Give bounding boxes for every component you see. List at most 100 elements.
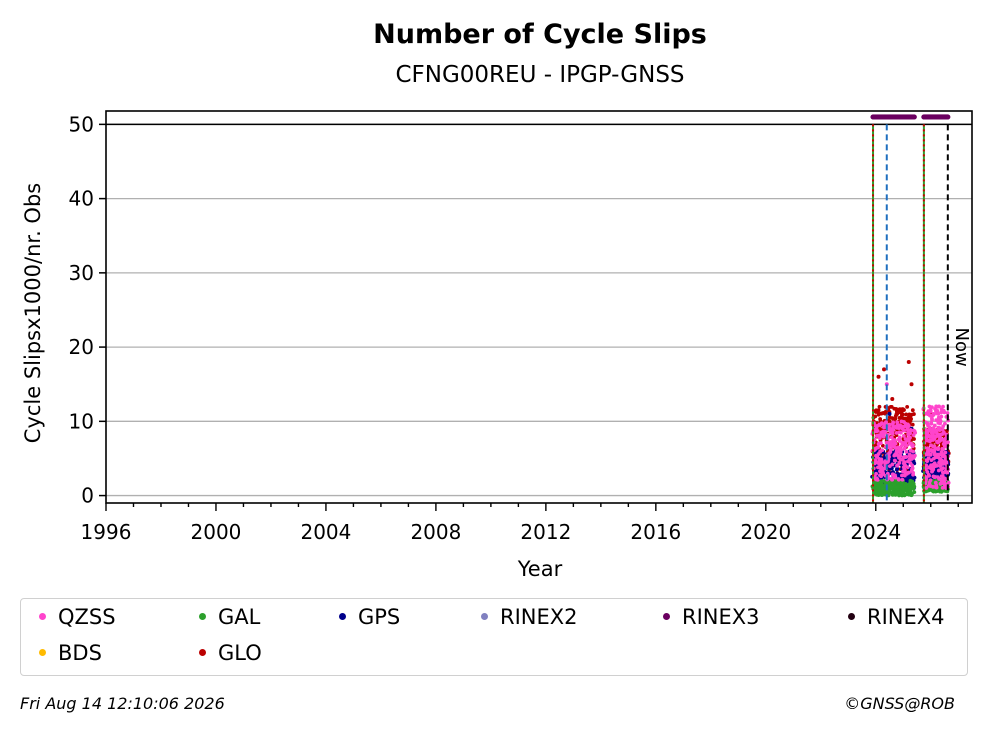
legend-item-rinex2: RINEX2 <box>481 605 578 629</box>
data-point-glo <box>882 367 887 372</box>
legend-marker <box>39 612 46 620</box>
data-point-qzss <box>898 423 902 428</box>
data-point-qzss <box>896 477 901 481</box>
data-point-qzss <box>911 472 915 477</box>
now-label: Now <box>951 327 972 366</box>
data-point-qzss <box>897 460 902 465</box>
data-point-qzss <box>943 450 948 455</box>
data-point-rinex3 <box>945 114 951 120</box>
data-point-qzss <box>934 428 939 433</box>
data-point-qzss <box>932 475 937 480</box>
y-tick-label: 0 <box>81 484 94 508</box>
data-point-qzss <box>932 451 937 456</box>
data-point-glo <box>880 443 885 448</box>
data-point-qzss <box>899 448 904 452</box>
data-point-qzss <box>933 463 938 468</box>
data-point-qzss <box>928 452 933 457</box>
chart-subtitle: CFNG00REU - IPGP-GNSS <box>395 62 684 88</box>
data-point-qzss <box>927 480 932 485</box>
plot-area: Now 0 10 20 30 40 50 1996 2000 2004 2008 2012 2016 20… <box>69 110 973 544</box>
legend-label: RINEX4 <box>867 605 945 629</box>
data-point-qzss <box>878 441 883 446</box>
y-tick-label: 30 <box>69 261 94 285</box>
data-point-glo <box>884 409 888 414</box>
data-point-qzss <box>945 411 950 415</box>
data-point-qzss <box>941 453 946 458</box>
data-point-qzss <box>932 423 937 428</box>
data-point-qzss <box>933 446 938 451</box>
data-point-glo <box>912 437 916 441</box>
data-point-qzss <box>937 426 942 430</box>
y-tick-label: 10 <box>69 409 94 433</box>
data-point-qzss <box>946 480 951 485</box>
x-tick-label: 1996 <box>81 520 132 544</box>
data-point-qzss <box>944 460 949 465</box>
legend-item-glo: GLO <box>199 641 262 665</box>
legend-label: GPS <box>358 605 401 629</box>
data-point-gal <box>909 491 914 496</box>
legend-label: BDS <box>58 641 102 665</box>
x-axis-label: Year <box>517 557 563 581</box>
data-point-qzss <box>874 471 879 476</box>
data-point-qzss <box>913 430 918 435</box>
legend-marker <box>663 612 670 620</box>
y-tick-label: 20 <box>69 335 94 359</box>
data-point-qzss <box>908 428 913 432</box>
data-point-qzss <box>893 441 898 446</box>
data-point-qzss <box>875 477 880 482</box>
data-point-qzss <box>903 468 907 473</box>
data-point-glo <box>890 397 895 402</box>
data-point-glo <box>910 422 915 427</box>
data-point-qzss <box>929 421 934 426</box>
data-point-qzss <box>943 456 948 461</box>
data-point-glo <box>910 408 915 413</box>
data-point-qzss <box>925 459 930 464</box>
x-tick-label: 2004 <box>300 520 351 544</box>
data-point-glo <box>876 408 881 413</box>
data-point-qzss <box>941 404 945 409</box>
legend-label: GAL <box>218 605 261 629</box>
data-point-qzss <box>881 434 886 439</box>
data-point-qzss <box>910 463 915 468</box>
legend-item-rinex4: RINEX4 <box>848 605 945 629</box>
data-point-qzss <box>894 431 899 435</box>
data-point-qzss <box>930 418 934 422</box>
data-point-qzss <box>942 410 947 415</box>
data-point-qzss <box>929 405 934 409</box>
data-point-qzss <box>890 477 895 482</box>
data-point-qzss <box>893 475 898 480</box>
legend-marker <box>848 612 855 620</box>
data-point-qzss <box>891 420 896 425</box>
data-point-qzss <box>889 435 894 440</box>
data-point-qzss <box>893 438 897 443</box>
data-point-glo <box>895 412 899 416</box>
data-point-qzss <box>887 422 892 427</box>
chart-title: Number of Cycle Slips <box>373 19 707 50</box>
data-point-gps <box>887 411 892 416</box>
data-point-qzss <box>936 447 941 452</box>
legend-item-rinex3: RINEX3 <box>663 605 760 629</box>
plot-frame <box>105 110 973 504</box>
legend-marker <box>339 612 346 620</box>
x-tick-label: 2020 <box>740 520 791 544</box>
data-point-qzss <box>938 418 943 423</box>
data-point-qzss <box>937 404 942 409</box>
data-point-qzss <box>908 431 912 436</box>
x-tick-label: 2012 <box>520 520 571 544</box>
data-point-qzss <box>898 430 903 435</box>
data-point-glo <box>905 404 910 409</box>
data-point-qzss <box>902 446 907 451</box>
data-point-gal <box>945 489 950 494</box>
data-point-qzss <box>888 447 893 452</box>
y-tick-label: 50 <box>69 112 94 136</box>
data-point-qzss <box>890 431 895 436</box>
data-point-rinex3 <box>911 114 917 120</box>
data-point-qzss <box>906 423 911 428</box>
data-point-qzss <box>927 473 932 478</box>
legend-item-gal: GAL <box>199 605 260 629</box>
data-point-qzss <box>942 430 946 435</box>
data-point-qzss <box>911 443 915 447</box>
data-point-qzss <box>926 456 931 461</box>
data-point-glo <box>893 416 898 421</box>
data-point-qzss <box>902 428 906 433</box>
